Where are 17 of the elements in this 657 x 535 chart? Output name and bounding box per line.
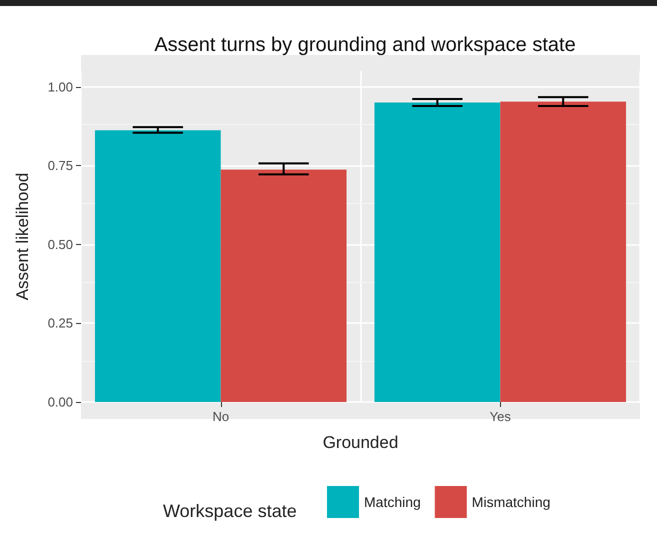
y-axis-title: Assent likelihood — [13, 172, 32, 300]
y-tick-label: 0.25 — [48, 316, 73, 331]
chart-title: Assent turns by grounding and workspace state — [154, 34, 576, 56]
legend-label: Matching — [364, 494, 421, 510]
y-tick-label: 1.00 — [48, 79, 73, 94]
y-tick-label: 0.50 — [48, 236, 73, 252]
x-tick-label: No — [212, 409, 230, 424]
bar — [500, 102, 626, 402]
y-tick-label: 0.00 — [48, 394, 73, 410]
bar — [374, 102, 500, 402]
x-axis-title: Grounded — [322, 433, 398, 452]
y-tick-label: 0.75 — [48, 158, 73, 174]
bar — [220, 170, 347, 402]
legend-label: Mismatching — [472, 494, 550, 510]
bar — [94, 130, 221, 402]
legend-title: Workspace state — [163, 501, 297, 522]
x-tick-label: Yes — [490, 409, 512, 424]
